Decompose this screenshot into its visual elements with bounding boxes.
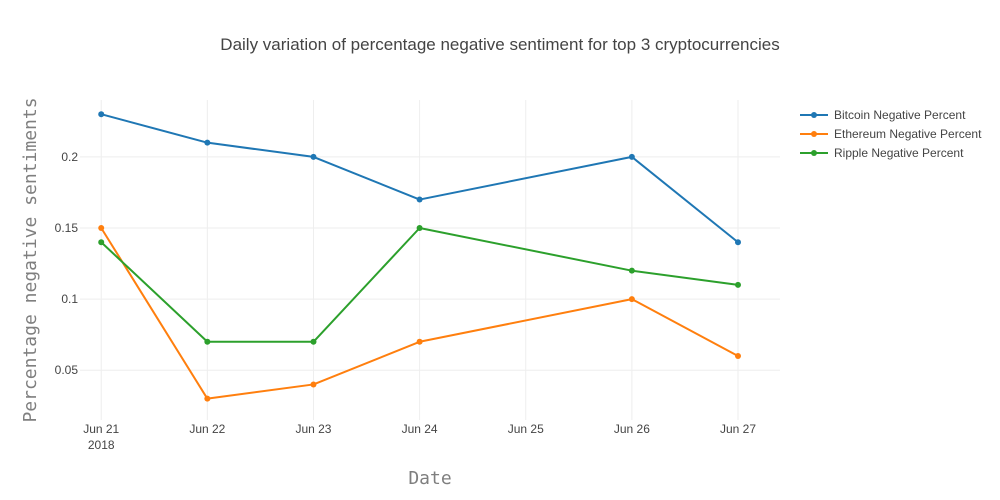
legend-marker [811,150,817,156]
ripple-point[interactable] [416,225,423,231]
bitcoin-line [100,113,739,243]
bitcoin-point[interactable] [628,153,635,160]
ripple-point[interactable] [310,338,317,345]
ethereum-point[interactable] [734,353,741,359]
legend-label: Bitcoin Negative Percent [834,108,966,122]
ethereum-point[interactable] [310,381,317,388]
bitcoin-point[interactable] [204,139,211,146]
series-ethereum [98,225,741,402]
x-tick-label: Jun 22 [189,422,225,436]
ripple-point[interactable] [628,267,635,274]
bitcoin-point[interactable] [310,153,317,160]
y-tick-label: 0.2 [61,150,78,164]
x-tick-year-label: 2018 [88,438,115,452]
series-bitcoin [98,111,741,246]
ethereum-point[interactable] [98,225,105,231]
bitcoin-point[interactable] [734,239,741,246]
ethereum-point[interactable] [628,296,635,303]
bitcoin-point[interactable] [416,196,423,203]
ripple-line [100,227,739,343]
x-axis-ticks: Jun 21 2018 Jun 22 Jun 23 Jun 24 Jun 25 Jun 26… [83,422,756,452]
y-tick-label: 0.15 [55,221,79,235]
ripple-point[interactable] [734,281,741,288]
x-tick-label: Jun 25 [508,422,544,436]
y-axis-title: Percentage negative sentiments [20,97,41,422]
ripple-point[interactable] [98,239,105,246]
x-axis-title: Date [408,468,451,489]
legend-item-bitcoin[interactable]: Bitcoin Negative Percent [800,108,966,122]
legend-marker [811,112,817,118]
legend[interactable]: Bitcoin Negative Percent Ethereum Negativ… [800,108,982,160]
grid [80,100,780,420]
series-lines [98,111,741,402]
y-tick-label: 0.1 [61,292,78,306]
legend-marker [811,131,817,137]
legend-item-ripple[interactable]: Ripple Negative Percent [800,146,964,160]
chart-title: Daily variation of percentage negative s… [220,35,779,54]
x-tick-label: Jun 27 [720,422,756,436]
y-tick-label: 0.05 [55,363,79,377]
y-axis-ticks: 0.05 0.1 0.15 0.2 [55,150,79,377]
ethereum-point[interactable] [204,395,211,402]
legend-label: Ethereum Negative Percent [834,127,982,141]
ripple-point[interactable] [204,338,211,345]
legend-label: Ripple Negative Percent [834,146,964,160]
x-tick-label: Jun 23 [295,422,331,436]
x-tick-label: Jun 24 [402,422,438,436]
series-ripple [98,225,741,345]
ethereum-point[interactable] [416,338,423,345]
ethereum-line [100,227,739,400]
x-tick-label: Jun 21 [83,422,119,436]
bitcoin-point[interactable] [98,111,105,118]
legend-item-ethereum[interactable]: Ethereum Negative Percent [800,127,982,141]
x-tick-label: Jun 26 [614,422,650,436]
